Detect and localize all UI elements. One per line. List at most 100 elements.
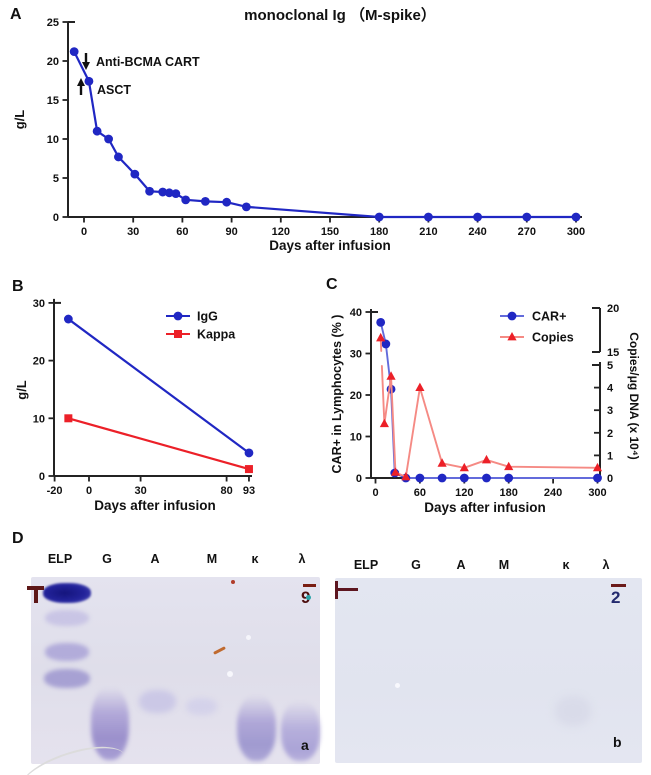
gel-a-elp-band-4	[44, 669, 90, 688]
copies-point	[459, 462, 469, 472]
m-spike-point	[241, 202, 251, 212]
panel-a-xlabel: Days after infusion	[269, 238, 391, 253]
y-tick-label-left: 0	[356, 473, 362, 485]
gel-b-kappa-faint-band	[555, 696, 591, 726]
y-tick-label: 25	[47, 17, 59, 29]
x-tick-label: 120	[455, 487, 473, 499]
panel-a-chart: monoclonal Ig （M-spike） g/L Days after inf…	[12, 6, 585, 253]
m-spike-point	[84, 76, 94, 86]
y-tick-label-left: 40	[350, 307, 362, 319]
data-line	[379, 321, 599, 479]
copies-point	[481, 454, 492, 464]
x-tick-label: 270	[518, 226, 536, 238]
gel-a-white-speck-1	[227, 671, 233, 677]
lane-label-kappa: κ	[562, 558, 570, 572]
gel-b-handwritten-mark: 2	[611, 588, 621, 607]
gel-a-a-band	[139, 690, 176, 713]
y-tick-label: 5	[53, 173, 59, 185]
x-tick-label: 150	[321, 226, 339, 238]
panel-a-title: monoclonal Ig （M-spike）	[244, 6, 436, 24]
copies-point	[592, 462, 603, 472]
y-tick-label: 10	[47, 134, 59, 146]
kappa-point	[244, 465, 253, 474]
m-spike-point	[145, 186, 155, 196]
legend-marker	[507, 311, 517, 321]
gel-a-g-band	[91, 687, 129, 760]
gel-a-pen-mark-T-stem	[34, 586, 38, 603]
y-tick-label-right: 1	[607, 450, 613, 462]
data-line	[380, 365, 599, 478]
annotation-anti-bcma-cart: Anti-BCMA CART	[96, 55, 200, 69]
gel-b-white-speck	[395, 683, 400, 688]
y-tick-label-right: 0	[607, 473, 613, 485]
gel-a-elp-tail	[46, 691, 88, 757]
m-spike-point	[181, 195, 191, 205]
lane-label-a: A	[150, 552, 160, 566]
car+-point	[482, 473, 491, 483]
copies-point	[379, 418, 389, 428]
m-spike-point	[92, 126, 102, 136]
up-arrow-icon	[77, 78, 85, 86]
y-tick-label-right: 20	[607, 303, 619, 315]
x-tick-label: -20	[47, 485, 63, 497]
lane-label-g: G	[102, 552, 112, 566]
y-tick-label: 20	[47, 56, 59, 68]
x-tick-label: 180	[370, 226, 388, 238]
data-line	[67, 417, 251, 471]
m-spike-point	[571, 212, 581, 222]
y-tick-label-right: 15	[607, 347, 619, 359]
gel-a-scratch	[213, 646, 226, 655]
lane-label-lambda: λ	[298, 552, 306, 566]
gel-image-a: 9 a	[27, 577, 320, 764]
x-tick-label: 240	[544, 487, 562, 499]
gel-a-teal-dot	[306, 595, 311, 600]
x-tick-label: 120	[272, 226, 290, 238]
m-spike-point	[222, 197, 232, 207]
y-tick-label: 15	[47, 95, 59, 107]
y-tick-label: 20	[33, 356, 45, 368]
panel-c-xlabel: Days after infusion	[424, 500, 546, 515]
legend-label-igg: IgG	[197, 310, 218, 324]
x-tick-label: 300	[588, 487, 606, 499]
gel-a-elp-band-3	[45, 643, 89, 661]
lane-label-lambda: λ	[602, 558, 610, 572]
panel-c-ylabel-right: Copies/μg DNA (x 10⁴)	[627, 332, 641, 460]
copies-point	[437, 458, 447, 467]
x-tick-label: 0	[86, 485, 92, 497]
car+-point	[376, 317, 386, 327]
lane-label-m: M	[498, 558, 510, 572]
down-arrow-icon	[82, 62, 90, 70]
y-tick-label: 30	[33, 298, 45, 310]
copies-point	[386, 371, 396, 380]
gel-a-elp-band-2	[45, 610, 89, 626]
m-spike-point	[424, 212, 433, 222]
x-tick-label: 80	[220, 485, 232, 497]
y-tick-label-right: 2	[607, 428, 613, 440]
x-tick-label: 93	[243, 485, 255, 497]
x-tick-label: 0	[372, 487, 378, 499]
igg-point	[244, 448, 254, 458]
gel-a-speck	[231, 580, 235, 584]
x-tick-label: 30	[134, 485, 146, 497]
m-spike-point	[374, 212, 384, 222]
x-tick-label: 300	[567, 226, 585, 238]
lane-label-kappa: κ	[251, 552, 259, 566]
legend-label-car-plus: CAR+	[532, 310, 566, 324]
copies-point	[504, 461, 514, 471]
x-tick-label: 210	[419, 226, 437, 238]
lane-label-elp: ELP	[47, 552, 73, 566]
gel-a-m-band	[186, 698, 217, 715]
car+-point	[593, 473, 602, 483]
annotation-asct: ASCT	[97, 83, 131, 97]
gel-image-b: 2 b	[335, 578, 642, 763]
y-tick-label-right: 4	[607, 383, 614, 395]
y-tick-label: 0	[53, 212, 59, 224]
car+-point	[415, 473, 425, 483]
legend-marker	[174, 330, 182, 338]
panel-d-label: D	[12, 530, 24, 547]
panel-c-chart: CAR+ in Lymphocytes (% ) Copies/μg DNA (x…	[330, 303, 641, 515]
m-spike-point	[114, 152, 123, 162]
x-tick-label: 30	[127, 226, 139, 238]
